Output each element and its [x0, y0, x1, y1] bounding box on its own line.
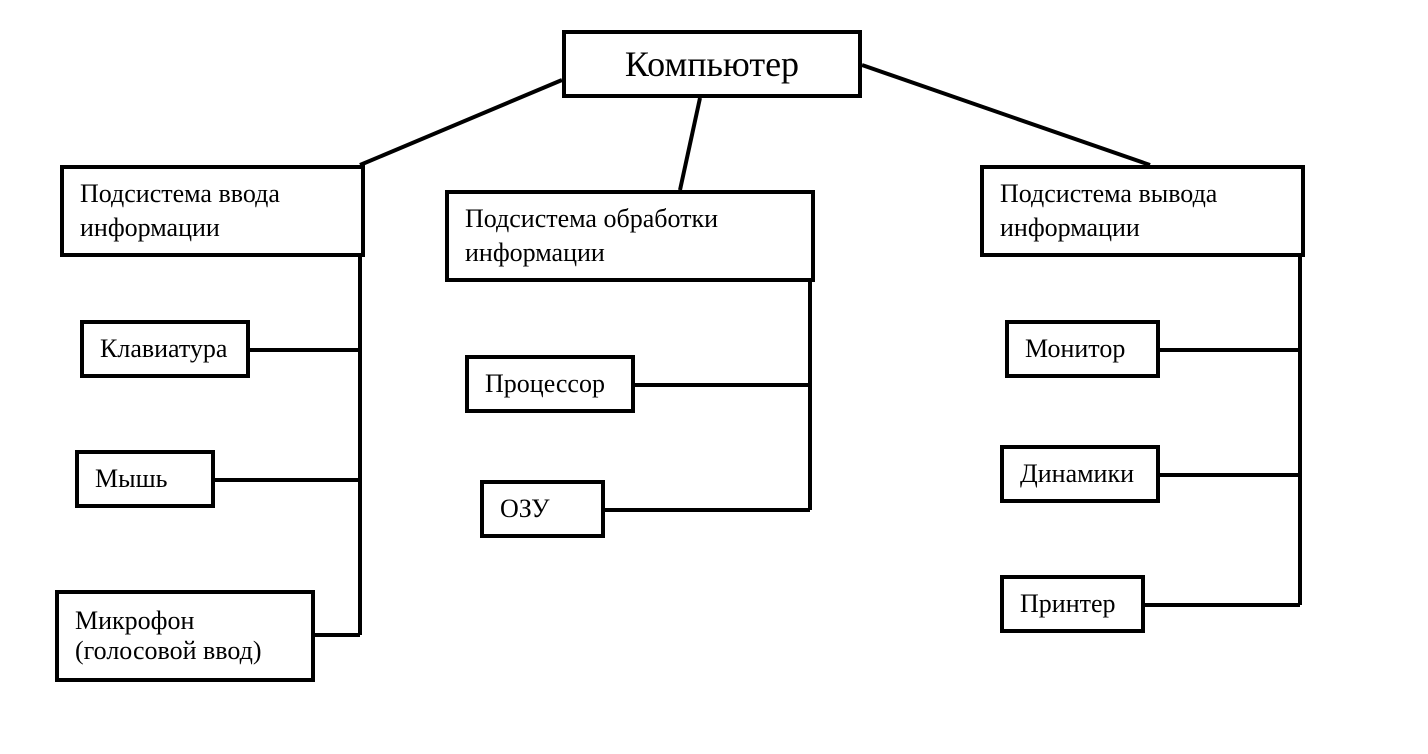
subsystem-label: Подсистема вывода информации	[1000, 177, 1285, 245]
root-label: Компьютер	[625, 43, 799, 85]
subsystem-output: Подсистема вывода информации	[980, 165, 1305, 257]
subsystem-processing: Подсистема обработки информации	[445, 190, 815, 282]
leaf-output-1: Динамики	[1000, 445, 1160, 503]
subsystem-label: Подсистема обработки информации	[465, 202, 795, 270]
leaf-label: Монитор	[1025, 334, 1125, 364]
leaf-label: Динамики	[1020, 459, 1134, 489]
leaf-processing-0: Процессор	[465, 355, 635, 413]
leaf-output-2: Принтер	[1000, 575, 1145, 633]
leaf-input-1: Мышь	[75, 450, 215, 508]
leaf-label: Мышь	[95, 464, 167, 494]
leaf-input-2: Микрофон (голосовой ввод)	[55, 590, 315, 682]
leaf-label: Клавиатура	[100, 334, 227, 364]
leaf-processing-1: ОЗУ	[480, 480, 605, 538]
leaf-input-0: Клавиатура	[80, 320, 250, 378]
leaf-label: ОЗУ	[500, 494, 550, 524]
root-node: Компьютер	[562, 30, 862, 98]
leaf-label: Микрофон (голосовой ввод)	[75, 606, 295, 666]
subsystem-label: Подсистема ввода информации	[80, 177, 345, 245]
leaf-label: Процессор	[485, 369, 605, 399]
leaf-output-0: Монитор	[1005, 320, 1160, 378]
leaf-label: Принтер	[1020, 589, 1116, 619]
subsystem-input: Подсистема ввода информации	[60, 165, 365, 257]
